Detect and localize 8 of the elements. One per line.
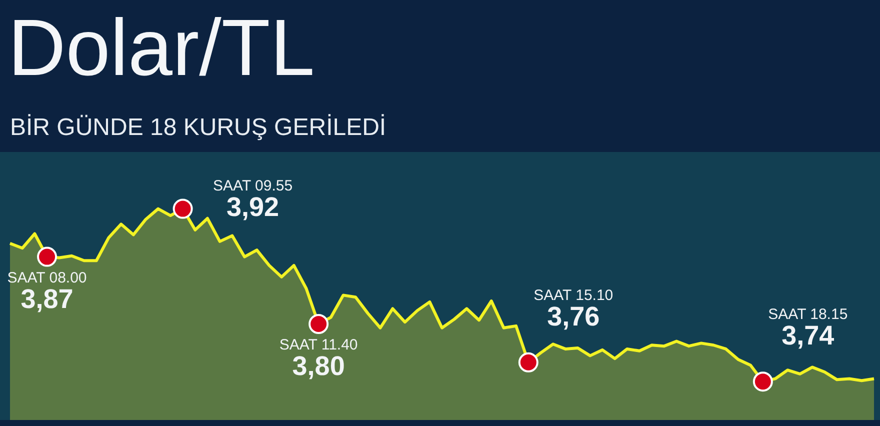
data-label: 3,92 bbox=[226, 192, 280, 222]
chart-subtitle: BİR GÜNDE 18 KURUŞ GERİLEDİ bbox=[10, 113, 386, 143]
annotation: SAAT 08.00 bbox=[7, 269, 87, 286]
text: SAAT 09.55 bbox=[213, 177, 293, 194]
chart-title: Dolar/TL bbox=[8, 2, 315, 94]
data-label: 3,74 bbox=[782, 320, 834, 351]
data-label: 3,87 bbox=[20, 284, 74, 314]
annotation: SAAT 18.15 bbox=[768, 306, 848, 324]
